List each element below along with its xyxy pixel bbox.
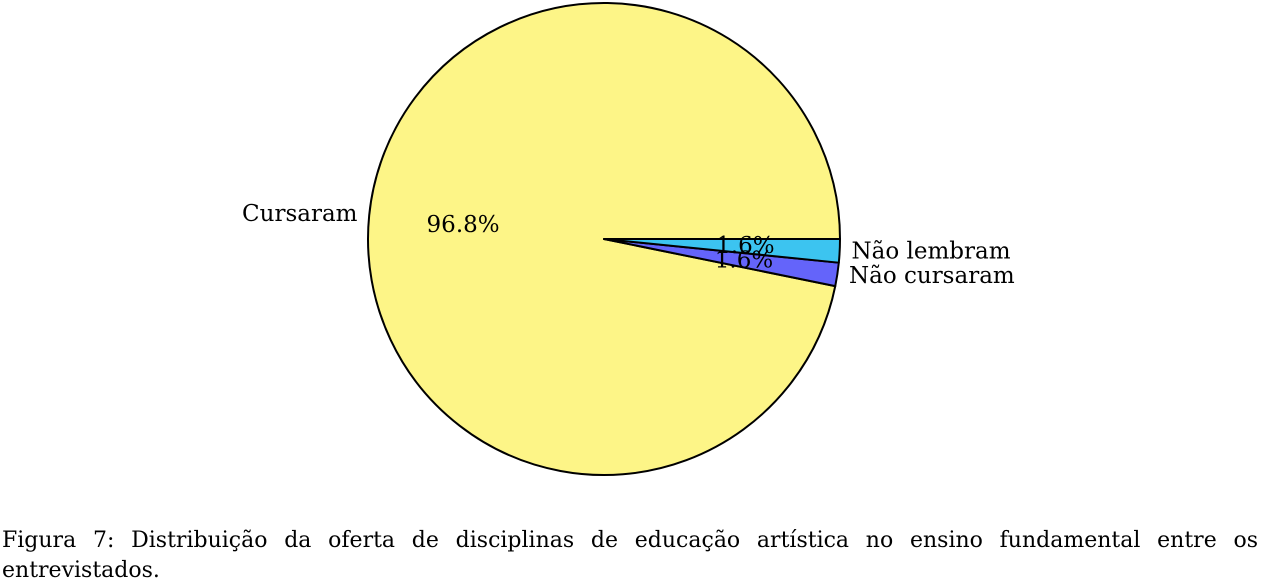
caption-label: Figura 7: [2, 528, 115, 553]
pie-slices [367, 2, 842, 476]
caption-text: Distribuição da oferta de disciplinas de… [2, 528, 1259, 583]
pie-slice-nao-lembram [603, 238, 842, 264]
slice-label-nao-lembram: Não lembram [852, 239, 1011, 265]
slice-percent-nao-cursaram: 1.6% [715, 247, 773, 273]
figure-caption: Figura 7: Distribuição da oferta de disc… [2, 526, 1258, 586]
pie-chart: Cursaram 96.8% Não cursaram 1.6% Não lembram… [242, 2, 1015, 476]
slice-label-cursaram: Cursaram [242, 201, 358, 227]
pie-labels: Cursaram 96.8% Não cursaram 1.6% Não lembram… [242, 201, 1015, 289]
slice-percent-cursaram: 96.8% [427, 212, 500, 238]
slice-percent-nao-lembram: 1.6% [716, 233, 774, 259]
slice-label-nao-cursaram: Não cursaram [849, 263, 1015, 289]
